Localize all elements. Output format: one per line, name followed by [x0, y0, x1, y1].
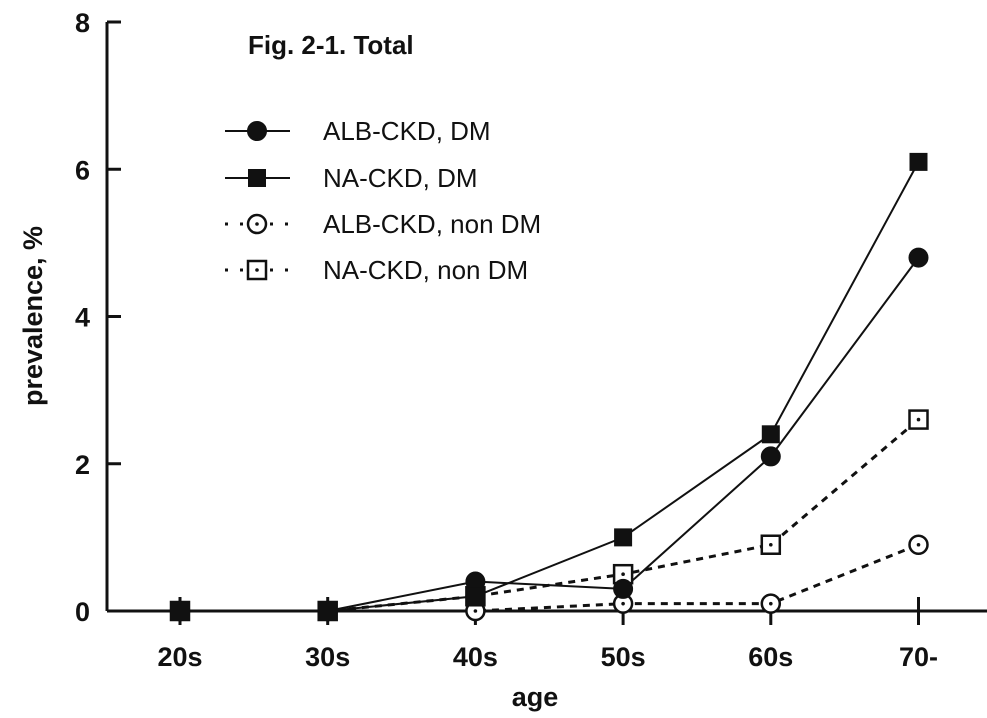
- x-axis-ticks: 20s 30s 40s 50s 60s 70-: [157, 597, 938, 672]
- x-tick-label: 50s: [601, 642, 646, 672]
- series-line: [180, 257, 920, 612]
- data-point: [760, 593, 782, 614]
- legend: ALB-CKD, DM NA-CKD, DM ALB-CKD, non DM NA-C…: [225, 116, 541, 285]
- y-tick-label: 8: [75, 8, 90, 38]
- data-point: [760, 534, 782, 555]
- x-tick-label: 20s: [157, 642, 202, 672]
- data-point: [908, 409, 929, 430]
- legend-marker: [246, 213, 268, 235]
- legend-item: NA-CKD, non DM: [225, 255, 528, 285]
- data-point: [613, 578, 634, 599]
- series-markers: [169, 409, 929, 622]
- series-line: [180, 161, 920, 612]
- data-point: [318, 602, 337, 620]
- legend-item: ALB-CKD, non DM: [225, 209, 541, 239]
- legend-marker: [248, 169, 266, 187]
- series-line: [180, 418, 920, 613]
- axes: [105, 22, 987, 613]
- series-alb-ckd-non-dm: [180, 543, 920, 613]
- legend-item: ALB-CKD, DM: [225, 116, 491, 146]
- data-point: [908, 534, 929, 555]
- data-point: [466, 587, 485, 606]
- legend-label: NA-CKD, non DM: [323, 255, 528, 285]
- y-tick-label: 6: [75, 155, 90, 185]
- data-point: [909, 152, 928, 171]
- y-tick-label: 0: [75, 597, 90, 627]
- y-tick-label: 4: [75, 303, 90, 333]
- legend-label: ALB-CKD, DM: [323, 116, 491, 146]
- series-line: [180, 543, 920, 613]
- y-axis-title: prevalence, %: [18, 226, 48, 406]
- y-axis-ticks: 0 2 4 6 8: [75, 8, 121, 627]
- series-layer: [169, 152, 929, 622]
- series-na-ckd-dm: [180, 161, 920, 612]
- series-na-ckd-non-dm: [180, 418, 920, 613]
- x-tick-label: 40s: [453, 642, 498, 672]
- y-tick-label: 2: [75, 450, 90, 480]
- legend-marker: [247, 121, 267, 141]
- legend-marker: [246, 259, 268, 281]
- series-markers: [171, 152, 928, 620]
- data-point: [171, 602, 189, 620]
- x-axis-title: age: [512, 682, 559, 712]
- data-point: [908, 247, 929, 268]
- legend-item: NA-CKD, DM: [225, 163, 478, 193]
- data-point: [612, 563, 634, 585]
- legend-label: ALB-CKD, non DM: [323, 209, 541, 239]
- chart-title: Fig. 2-1. Total: [248, 30, 414, 60]
- data-point: [614, 528, 633, 547]
- x-tick-label: 70-: [899, 642, 938, 672]
- data-point: [761, 425, 780, 444]
- x-tick-label: 30s: [305, 642, 350, 672]
- legend-label: NA-CKD, DM: [323, 163, 478, 193]
- x-tick-label: 60s: [748, 642, 793, 672]
- series-alb-ckd-dm: [180, 257, 920, 612]
- data-point: [760, 446, 781, 467]
- series-markers: [170, 247, 929, 621]
